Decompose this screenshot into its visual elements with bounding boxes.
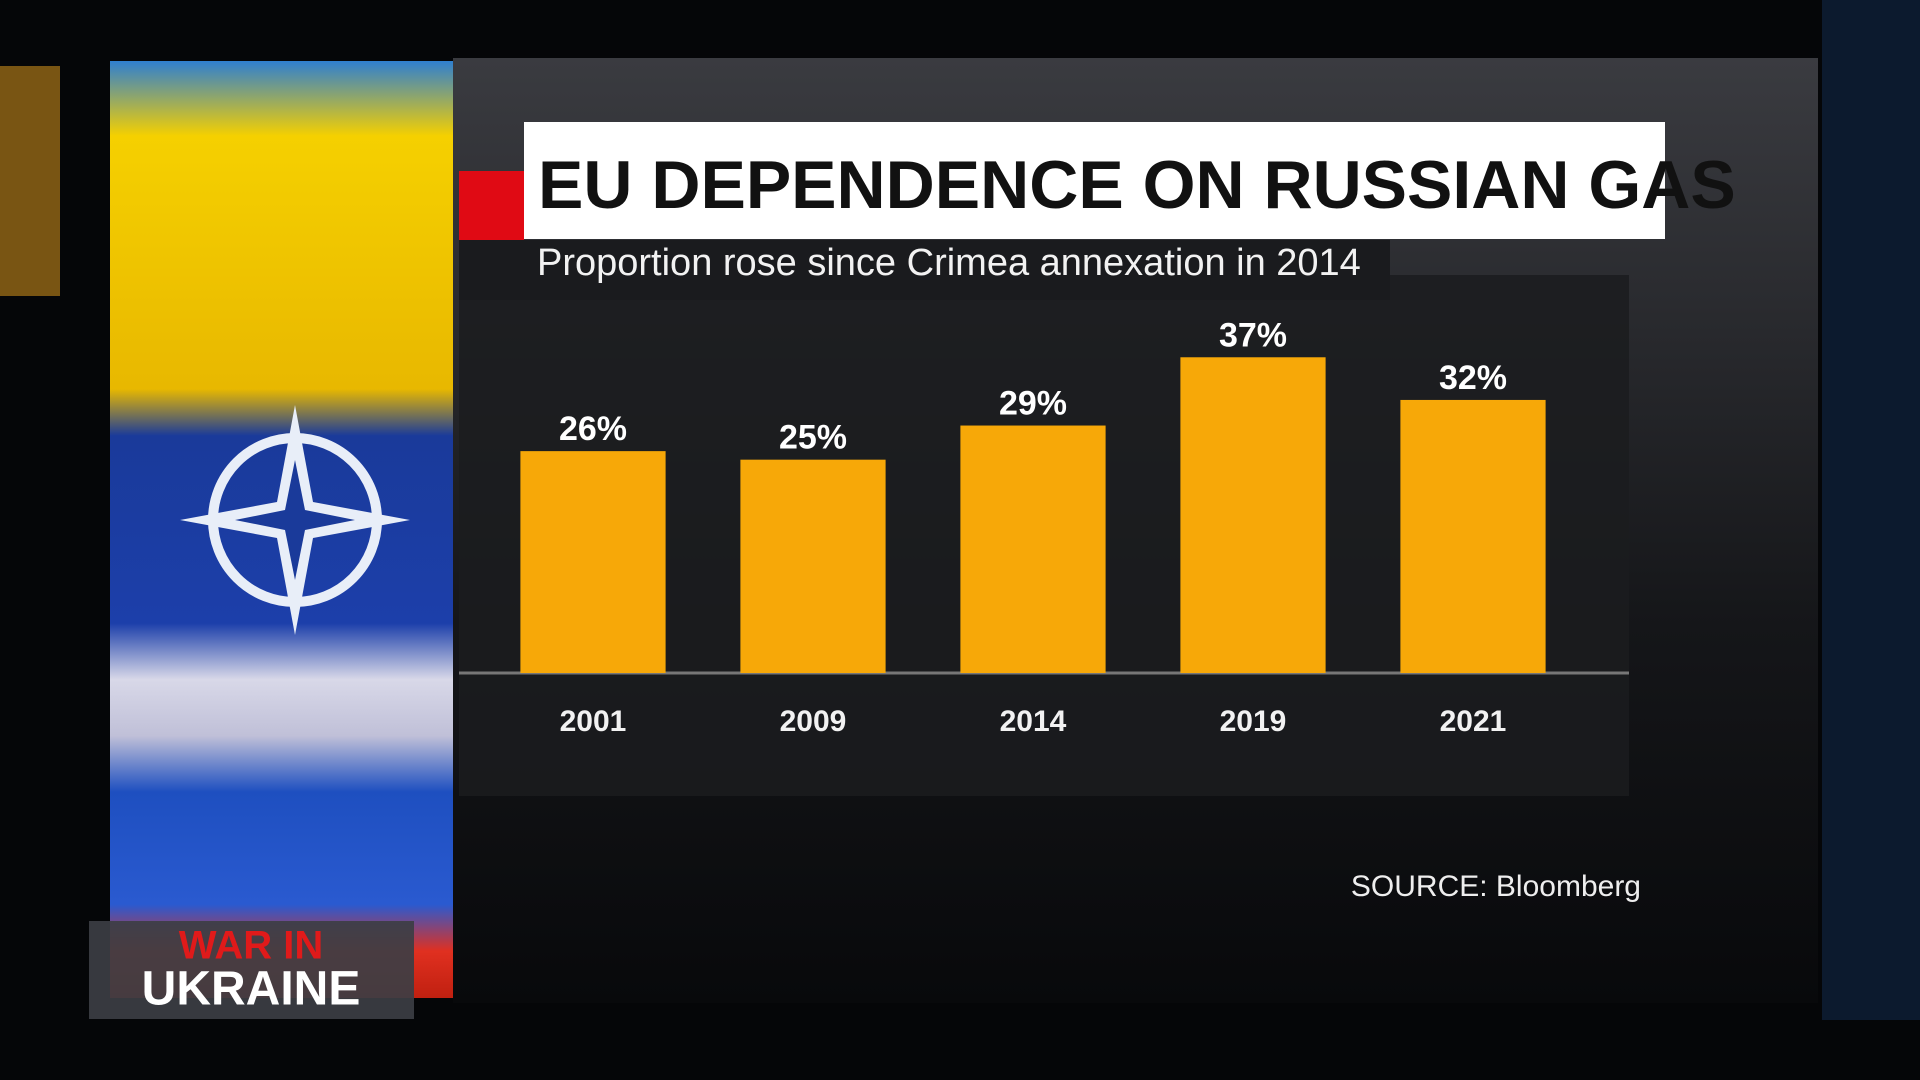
side-screen <box>1822 0 1920 1020</box>
banner <box>89 921 414 1019</box>
x-tick-label: 2021 <box>1440 705 1507 738</box>
title-accent <box>459 171 524 245</box>
x-tick-label: 2019 <box>1220 705 1287 738</box>
x-tick-label: 2014 <box>1000 705 1067 738</box>
bar <box>520 451 666 673</box>
value-label: 32% <box>1439 359 1507 397</box>
value-label: 25% <box>779 419 847 457</box>
bar <box>960 425 1106 673</box>
value-label: 29% <box>999 385 1067 423</box>
nato-emblem <box>180 405 410 635</box>
value-label: 26% <box>559 410 627 448</box>
subtitle-box <box>459 240 1390 300</box>
bar <box>740 459 886 673</box>
side-glow <box>0 66 60 296</box>
x-tick-label: 2001 <box>560 705 627 738</box>
chart-subtitle: Proportion rose since Crimea annexation … <box>537 242 1361 284</box>
banner-line2: UKRAINE <box>142 963 361 1016</box>
title-box <box>524 122 1665 239</box>
source-note: SOURCE: Bloomberg <box>1351 870 1641 903</box>
bar <box>1400 399 1546 673</box>
chart-title: EU DEPENDENCE ON RUSSIAN GAS <box>538 147 1736 223</box>
bar <box>1180 357 1326 673</box>
value-label: 37% <box>1219 316 1287 354</box>
banner-line1: WAR IN <box>179 924 323 968</box>
x-tick-label: 2009 <box>780 705 847 738</box>
